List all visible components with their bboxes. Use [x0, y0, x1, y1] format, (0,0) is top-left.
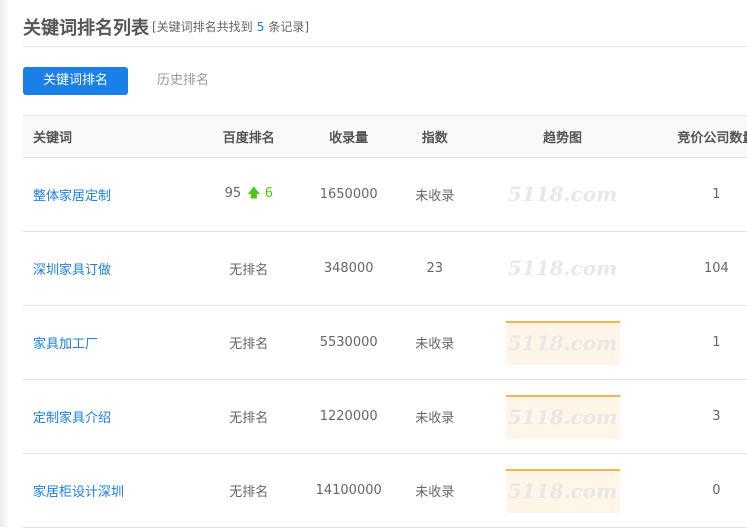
column-header: 竞价公司数量 — [649, 115, 747, 158]
index-value: 未收录 — [394, 379, 476, 454]
summary-suffix: 条记录] — [268, 20, 310, 34]
bid-company-count: 3 — [649, 379, 747, 454]
tab-keyword-rank[interactable]: 关键词排名 — [23, 67, 128, 95]
table-row: 定制家具介绍 无排名 1220000 未收录 5118.com 3 — [23, 379, 747, 454]
table-row: 家具加工厂 无排名 5530000 未收录 5118.com 1 — [23, 305, 747, 380]
keyword-link[interactable]: 深圳家具订做 — [33, 263, 112, 278]
bid-company-count: 104 — [649, 231, 747, 306]
keyword-link[interactable]: 家具加工厂 — [33, 337, 99, 352]
index-value: 未收录 — [394, 305, 476, 380]
rank-value: 无排名 — [229, 411, 269, 426]
page-title: 关键词排名列表 — [23, 18, 149, 39]
watermark-logo: 5118.com — [507, 330, 618, 355]
keyword-table: 关键词百度排名收录量指数趋势图竞价公司数量 整体家居定制 95 🡅 6 16500… — [23, 115, 747, 528]
result-count: 5 — [256, 20, 265, 34]
watermark-logo: 5118.com — [507, 478, 618, 503]
left-shadow — [0, 0, 8, 527]
column-header: 关键词 — [23, 115, 195, 158]
baidu-rank-cell: 95 🡅 6 — [194, 157, 304, 232]
trend-chart[interactable]: 5118.com — [505, 468, 620, 513]
indexed-count: 1650000 — [303, 157, 395, 232]
column-header: 收录量 — [303, 115, 395, 158]
baidu-rank-cell: 无排名 — [194, 305, 304, 380]
index-value: 未收录 — [394, 157, 476, 232]
index-value: 未收录 — [394, 453, 476, 528]
table-row: 深圳家具订做 无排名 348000 23 5118.com 104 — [23, 231, 747, 306]
bid-company-count: 0 — [649, 453, 747, 528]
watermark-logo: 5118.com — [507, 404, 618, 429]
trend-chart[interactable]: 5118.com — [506, 174, 620, 216]
arrow-up-icon: 🡅 — [247, 185, 261, 201]
bid-company-count: 1 — [649, 305, 747, 380]
bid-company-count: 1 — [649, 157, 747, 232]
indexed-count: 5530000 — [303, 305, 395, 380]
rank-up: 🡅 6 — [247, 186, 273, 201]
column-header: 百度排名 — [194, 115, 304, 158]
rank-value: 95 — [224, 185, 242, 201]
rank-value: 无排名 — [229, 263, 269, 278]
tab-history-rank[interactable]: 历史排名 — [157, 73, 210, 88]
watermark-logo: 5118.com — [507, 181, 618, 206]
indexed-count: 14100000 — [303, 453, 395, 528]
baidu-rank-cell: 无排名 — [194, 231, 304, 306]
divider — [23, 46, 747, 47]
column-header: 指数 — [394, 115, 476, 158]
index-value: 23 — [394, 231, 476, 306]
trend-chart[interactable]: 5118.com — [505, 320, 620, 365]
table-row: 家居柜设计深圳 无排名 14100000 未收录 5118.com 0 — [23, 453, 747, 528]
rank-change: 6 — [264, 185, 273, 201]
indexed-count: 1220000 — [303, 379, 395, 454]
rank-value: 无排名 — [229, 337, 269, 352]
trend-chart[interactable]: 5118.com — [505, 394, 620, 439]
keyword-link[interactable]: 整体家居定制 — [33, 189, 112, 204]
baidu-rank-cell: 无排名 — [194, 453, 304, 528]
keyword-link[interactable]: 定制家具介绍 — [33, 411, 112, 426]
keyword-link[interactable]: 家居柜设计深圳 — [33, 485, 125, 500]
table-row: 整体家居定制 95 🡅 6 1650000 未收录 5118.com 1 — [23, 157, 747, 232]
trend-chart[interactable]: 5118.com — [506, 248, 620, 290]
rank-value: 无排名 — [229, 485, 269, 500]
result-summary: [关键词排名共找到 5 条记录] — [152, 18, 309, 35]
baidu-rank-cell: 无排名 — [194, 379, 304, 454]
column-header: 趋势图 — [475, 115, 650, 158]
indexed-count: 348000 — [303, 231, 395, 306]
watermark-logo: 5118.com — [507, 255, 618, 280]
summary-prefix: [关键词排名共找到 — [152, 20, 253, 34]
